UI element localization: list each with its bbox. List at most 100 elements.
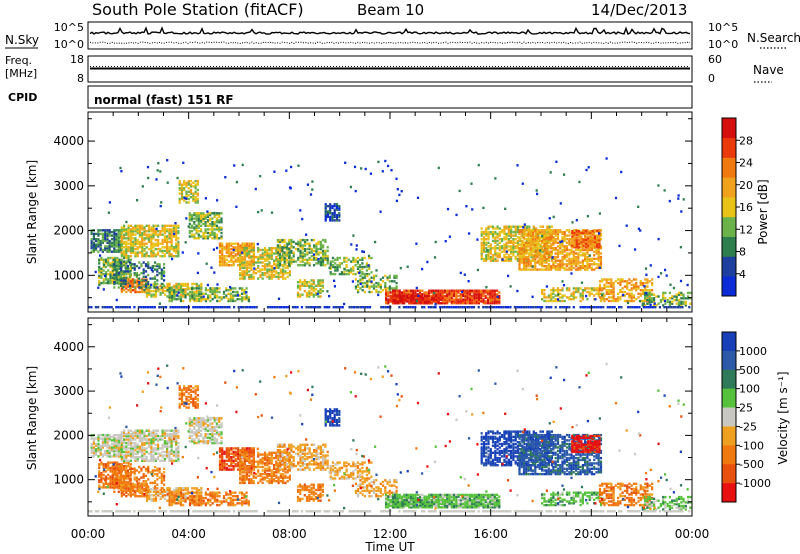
power-cell — [580, 246, 583, 249]
power-cell — [336, 264, 339, 267]
power-cell — [297, 244, 300, 247]
power-cell — [641, 304, 644, 307]
power-cell — [268, 248, 271, 252]
power-cell — [94, 306, 97, 309]
power-cell — [563, 263, 566, 266]
power-cell — [221, 306, 224, 309]
power-cell — [350, 267, 353, 270]
power-cell — [428, 296, 431, 299]
power-cell — [646, 278, 649, 281]
power-cell — [234, 260, 237, 263]
power-cell — [315, 242, 318, 245]
power-cell — [183, 306, 186, 309]
power-cell — [299, 293, 302, 296]
power-cell — [550, 230, 553, 234]
power-cell — [132, 230, 135, 233]
power-cell — [211, 289, 214, 292]
power-cell — [308, 291, 311, 295]
power-cell — [527, 236, 530, 239]
power-cell — [101, 306, 104, 309]
power-cell — [170, 289, 173, 292]
power-cell — [200, 221, 203, 224]
y-tick-label: 3000 — [53, 179, 84, 193]
power-cell — [638, 306, 641, 309]
power-cell — [152, 244, 155, 247]
power-cell — [192, 306, 195, 309]
power-cell — [120, 246, 123, 249]
power-cell — [308, 293, 311, 296]
power-cell — [104, 265, 108, 269]
velocity-cell — [92, 442, 95, 446]
power-cell — [482, 238, 486, 241]
power-cell — [290, 246, 293, 249]
power-cell — [552, 247, 555, 250]
power-cell — [277, 277, 280, 280]
power-cell — [525, 259, 529, 262]
power-cell — [220, 219, 223, 222]
power-cell — [532, 225, 535, 228]
power-cell — [125, 249, 128, 253]
power-cell — [482, 230, 486, 234]
power-cell — [602, 296, 605, 299]
power-cell — [366, 281, 369, 285]
power-cell — [349, 185, 352, 189]
power-cell — [441, 296, 444, 299]
power-cell — [520, 234, 523, 237]
power-cell — [154, 293, 158, 296]
power-cell — [466, 298, 469, 301]
power-cell — [152, 284, 155, 287]
power-cell — [108, 245, 111, 248]
nave-tick-bottom: 0 — [708, 72, 715, 85]
power-cell — [148, 293, 151, 296]
power-cell — [117, 239, 120, 243]
power-cell — [450, 294, 453, 298]
power-cell — [187, 201, 190, 204]
power-cell — [626, 283, 629, 287]
power-cell — [473, 298, 476, 301]
power-cell — [241, 298, 244, 301]
power-cell — [366, 283, 369, 287]
power-cell — [680, 210, 683, 213]
power-cell — [585, 168, 588, 172]
power-cell — [518, 252, 521, 255]
power-cell — [552, 296, 555, 299]
power-cell — [185, 197, 188, 200]
power-cell — [98, 274, 101, 278]
power-cell — [572, 259, 575, 262]
power-cell — [273, 270, 276, 273]
power-cell — [180, 190, 184, 193]
power-cell — [285, 246, 288, 249]
power-cell — [270, 211, 274, 214]
power-cell — [154, 231, 157, 235]
power-cell — [266, 263, 269, 266]
power-cell — [630, 283, 633, 287]
power-cell — [539, 249, 542, 252]
power-cell — [213, 222, 216, 226]
power-cell — [439, 289, 442, 292]
power-cell — [494, 227, 497, 230]
power-cell — [563, 234, 566, 237]
power-cell — [571, 231, 574, 235]
power-cell — [143, 249, 146, 253]
power-cell — [531, 254, 535, 257]
power-cell — [547, 255, 550, 259]
power-cell — [554, 238, 557, 241]
power-cell — [365, 272, 368, 276]
power-cell — [518, 232, 521, 236]
power-cell — [388, 274, 391, 278]
power-cell — [537, 234, 540, 237]
power-cell — [225, 244, 228, 247]
power-cell — [317, 281, 320, 284]
power-cell — [147, 281, 150, 284]
power-cell — [464, 294, 467, 298]
power-cell — [193, 213, 196, 217]
power-cell — [156, 279, 159, 282]
power-cell — [512, 245, 515, 248]
power-cell — [619, 289, 622, 292]
power-cell — [250, 277, 253, 280]
power-cell — [333, 203, 336, 206]
power-cell — [459, 300, 462, 303]
power-cell — [559, 240, 562, 244]
power-cell — [279, 256, 282, 260]
power-cell — [605, 292, 608, 295]
